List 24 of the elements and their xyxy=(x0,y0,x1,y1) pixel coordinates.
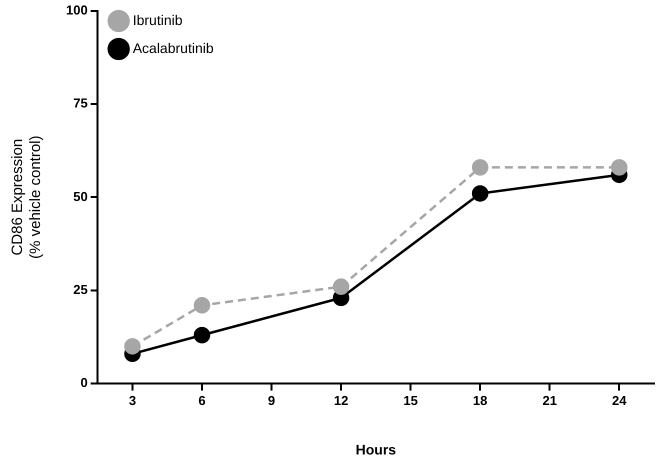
point xyxy=(472,185,488,202)
point xyxy=(472,159,488,176)
x-tick-label: 18 xyxy=(472,392,488,408)
x-axis-title: Hours xyxy=(356,441,396,458)
x-tick-label: 3 xyxy=(128,392,136,408)
x-tick-label: 15 xyxy=(403,392,418,408)
legend-label: Ibrutinib xyxy=(132,12,183,28)
point xyxy=(610,159,628,176)
y-tick-label: 75 xyxy=(73,96,88,111)
y-tick-label: 50 xyxy=(73,188,88,204)
point xyxy=(124,338,141,355)
legend-label: Acalabrutinib xyxy=(132,40,214,56)
x-tick-label: 9 xyxy=(268,392,276,408)
point xyxy=(332,278,350,295)
x-tick-label: 6 xyxy=(198,392,206,408)
y-tick-label: 0 xyxy=(80,375,88,390)
y-axis-title: CD86 Expression (% vehicle control) xyxy=(9,136,44,259)
point xyxy=(194,297,210,314)
point xyxy=(194,326,210,344)
x-tick-label: 21 xyxy=(542,392,557,408)
y-tick-label: 100 xyxy=(66,2,88,18)
x-tick-label: 24 xyxy=(612,392,628,408)
y-tick-label: 25 xyxy=(73,282,88,297)
x-tick-label: 12 xyxy=(334,392,348,408)
